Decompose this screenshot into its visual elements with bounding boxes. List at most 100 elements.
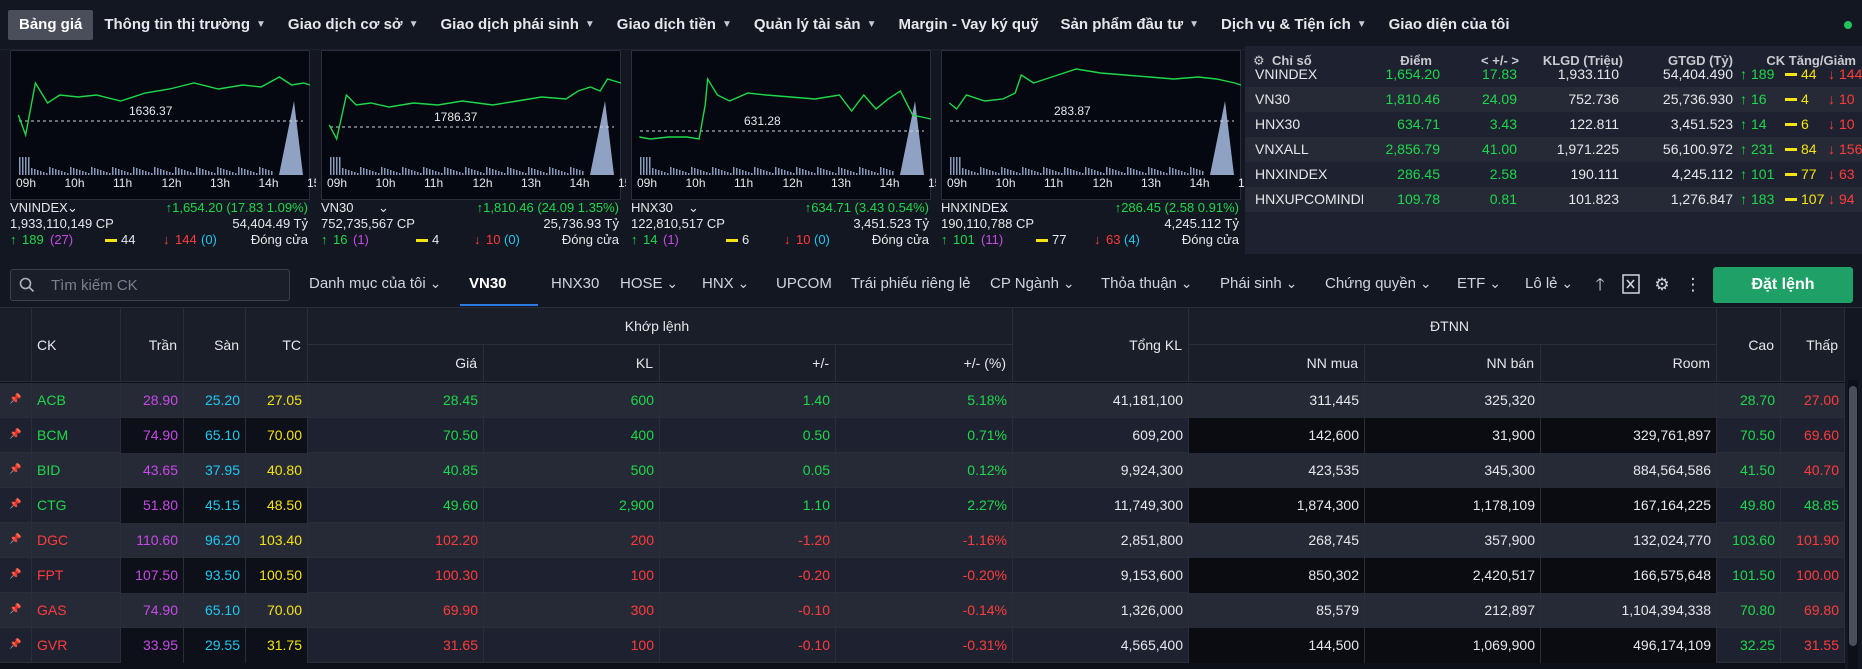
excel-export-icon[interactable] bbox=[1620, 274, 1642, 296]
cell-ck[interactable]: BID bbox=[32, 453, 121, 488]
tab-label: UPCOM bbox=[776, 275, 832, 292]
table-row[interactable]: 📌 DGC 110.60 96.20 103.40 102.20 200 -1.20 -1.16… bbox=[0, 523, 1845, 558]
chevron-down-icon[interactable]: ⌄ bbox=[67, 200, 78, 215]
tab-2[interactable]: HNX30 bbox=[551, 275, 599, 292]
cell-ck[interactable]: BCM bbox=[32, 418, 121, 453]
arrow-up-icon[interactable]: 🡑 bbox=[1595, 275, 1605, 294]
cell-ck[interactable]: GAS bbox=[32, 593, 121, 628]
gear-icon[interactable]: ⚙ bbox=[1253, 53, 1265, 68]
table-row[interactable]: 📌 GVR 33.95 29.55 31.75 31.65 100 -0.10 -0.31% 4,… bbox=[0, 628, 1845, 663]
table-row[interactable]: 📌 FPT 107.50 93.50 100.50 100.30 100 -0.20 -0.20… bbox=[0, 558, 1845, 593]
index-value: 3,451.523 bbox=[1670, 116, 1733, 132]
gear-icon[interactable]: ⚙ bbox=[1654, 275, 1670, 294]
cell-floor: 65.10 bbox=[184, 418, 246, 453]
cell-pct: 0.12% bbox=[836, 453, 1013, 488]
tab-12[interactable]: Lô lẻ ⌄ bbox=[1525, 275, 1573, 292]
tab-5[interactable]: UPCOM bbox=[776, 275, 832, 292]
arrow-up-icon: ↑ bbox=[1740, 141, 1747, 157]
tab-label: Danh mục của tôi bbox=[309, 275, 426, 292]
index-card-vn30[interactable]: 1786.3709h10h11h12h13h14h15hVN30⌄↑1,810.… bbox=[316, 50, 638, 255]
nav-item-3[interactable]: Giao dịch phái sinh ▼ bbox=[430, 10, 606, 40]
index-table-header-cell[interactable]: < +/- > bbox=[1481, 53, 1519, 68]
index-name[interactable]: HNXINDEX bbox=[941, 200, 1009, 215]
search-box[interactable]: Tìm kiếm CK bbox=[10, 269, 290, 301]
tab-4[interactable]: HNX ⌄ bbox=[702, 275, 749, 292]
pin-icon[interactable]: 📌 bbox=[0, 523, 32, 558]
nav-item-8[interactable]: Dịch vụ & Tiện ích ▼ bbox=[1210, 10, 1378, 40]
nav-item-5[interactable]: Quản lý tài sản ▼ bbox=[743, 10, 888, 40]
table-row[interactable]: 📌 GAS 74.90 65.10 70.00 69.90 300 -0.10 -0.14% 1,… bbox=[0, 593, 1845, 628]
pin-icon[interactable]: 📌 bbox=[0, 488, 32, 523]
more-vertical-icon[interactable]: ⋮ bbox=[1684, 275, 1702, 294]
table-row[interactable]: 📌 BCM 74.90 65.10 70.00 70.50 400 0.50 0.71% 609,… bbox=[0, 418, 1845, 453]
tab-6[interactable]: Trái phiếu riêng lẻ bbox=[851, 275, 971, 292]
cell-chg: 1.40 bbox=[660, 383, 836, 418]
index-row-hnx30[interactable]: HNX30 634.71 3.43 122.811 3,451.523 ↑ 14 6 ↓ 10 bbox=[1245, 112, 1862, 137]
cell-sell: 1,178,109 bbox=[1365, 488, 1541, 523]
advances-count: 101 bbox=[953, 232, 975, 247]
tab-7[interactable]: CP Ngành ⌄ bbox=[990, 275, 1075, 292]
pin-icon[interactable]: 📌 bbox=[0, 383, 32, 418]
index-point: 634.71 bbox=[1397, 116, 1440, 132]
pin-icon[interactable]: 📌 bbox=[0, 593, 32, 628]
tab-10[interactable]: Chứng quyền ⌄ bbox=[1325, 275, 1432, 292]
nav-item-9[interactable]: Giao diện của tôi bbox=[1378, 10, 1521, 40]
time-tick: 13h bbox=[831, 176, 852, 190]
cell-ck[interactable]: DGC bbox=[32, 523, 121, 558]
nav-item-4[interactable]: Giao dịch tiền ▼ bbox=[606, 10, 743, 40]
cell-low: 69.80 bbox=[1781, 593, 1845, 628]
index-name[interactable]: VN30 bbox=[321, 200, 354, 215]
pin-icon[interactable]: 📌 bbox=[0, 418, 32, 453]
index-name[interactable]: HNX30 bbox=[631, 200, 673, 215]
arrow-down-icon: ↓ bbox=[1828, 191, 1835, 207]
cell-room: 329,761,897 bbox=[1541, 418, 1717, 453]
cell-ck[interactable]: GVR bbox=[32, 628, 121, 663]
cell-ck[interactable]: CTG bbox=[32, 488, 121, 523]
tab-0[interactable]: Danh mục của tôi ⌄ bbox=[309, 275, 441, 292]
chevron-down-icon[interactable]: ⌄ bbox=[378, 200, 389, 215]
pin-icon[interactable]: 📌 bbox=[0, 628, 32, 663]
index-row-hnxupcomindex[interactable]: HNXUPCOMINDEX 109.78 0.81 101.823 1,276.847 ↑… bbox=[1245, 187, 1862, 212]
column-header-floor: Sàn bbox=[184, 308, 246, 382]
place-order-button[interactable]: Đặt lệnh bbox=[1713, 267, 1853, 303]
chevron-down-icon[interactable]: ⌄ bbox=[998, 200, 1009, 215]
index-card-hnxindex[interactable]: 283.8709h10h11h12h13h14h15hHNXINDEX⌄↑286… bbox=[936, 50, 1258, 255]
index-name[interactable]: VNINDEX bbox=[10, 200, 68, 215]
unchanged-count: 107 bbox=[1801, 191, 1825, 207]
advances-count: 101 bbox=[1751, 166, 1775, 182]
nav-item-1[interactable]: Thông tin thị trường ▼ bbox=[93, 10, 277, 40]
arrow-up-icon: ↑ bbox=[1740, 116, 1747, 132]
nav-item-6[interactable]: Margin - Vay ký quỹ bbox=[887, 10, 1049, 40]
cell-room: 167,164,225 bbox=[1541, 488, 1717, 523]
tab-3[interactable]: HOSE ⌄ bbox=[620, 275, 678, 292]
cell-buy: 311,445 bbox=[1189, 383, 1365, 418]
chevron-down-icon[interactable]: ⌄ bbox=[688, 200, 699, 215]
cell-ck[interactable]: ACB bbox=[32, 383, 121, 418]
tab-11[interactable]: ETF ⌄ bbox=[1457, 275, 1501, 292]
table-row[interactable]: 📌 BID 43.65 37.95 40.80 40.85 500 0.05 0.12% 9,92… bbox=[0, 453, 1845, 488]
scrollbar[interactable] bbox=[1848, 380, 1858, 669]
time-tick: 09h bbox=[637, 176, 658, 190]
cell-vol: 300 bbox=[484, 593, 660, 628]
index-row-vnindex[interactable]: VNINDEX 1,654.20 17.83 1,933.110 54,404.490 ↑… bbox=[1245, 62, 1862, 87]
nav-item-2[interactable]: Giao dịch cơ sở ▼ bbox=[277, 10, 430, 40]
pin-icon[interactable]: 📌 bbox=[0, 453, 32, 488]
index-row-hnxindex[interactable]: HNXINDEX 286.45 2.58 190.111 4,245.112 ↑ 101 77… bbox=[1245, 162, 1862, 187]
table-row[interactable]: 📌 CTG 51.80 45.15 48.50 49.60 2,900 1.10 2.27% 11… bbox=[0, 488, 1845, 523]
cell-ck[interactable]: FPT bbox=[32, 558, 121, 593]
nav-item-7[interactable]: Sản phẩm đầu tư ▼ bbox=[1050, 10, 1210, 40]
cell-room: 496,174,109 bbox=[1541, 628, 1717, 663]
index-row-vn30[interactable]: VN30 1,810.46 24.09 752.736 25,736.930 ↑ 16 4 ↓ 1… bbox=[1245, 87, 1862, 112]
cell-pct: -0.20% bbox=[836, 558, 1013, 593]
nav-item-0[interactable]: Bảng giá bbox=[8, 9, 94, 40]
tab-8[interactable]: Thỏa thuận ⌄ bbox=[1101, 275, 1193, 292]
scrollbar-thumb[interactable] bbox=[1849, 386, 1857, 646]
index-row-vnxall[interactable]: VNXALL 2,856.79 41.00 1,971.225 56,100.972 ↑ 2… bbox=[1245, 137, 1862, 162]
pin-icon[interactable]: 📌 bbox=[0, 558, 32, 593]
table-row[interactable]: 📌 ACB 28.90 25.20 27.05 28.45 600 1.40 5.18% 41,1… bbox=[0, 383, 1845, 418]
index-table-header: ⚙ Chỉ số Điểm < +/- > KLGD (Triệu) GTGD (Tỷ) C… bbox=[1245, 46, 1862, 76]
index-card-vnindex[interactable]: 1636.3709h10h11h12h13h14h15hVNINDEX⌄↑1,6… bbox=[5, 50, 327, 255]
tab-9[interactable]: Phái sinh ⌄ bbox=[1220, 275, 1297, 292]
tab-1[interactable]: VN30 bbox=[469, 275, 507, 292]
index-card-hnx30[interactable]: 631.2809h10h11h12h13h14h15hHNX30⌄↑634.71… bbox=[626, 50, 948, 255]
